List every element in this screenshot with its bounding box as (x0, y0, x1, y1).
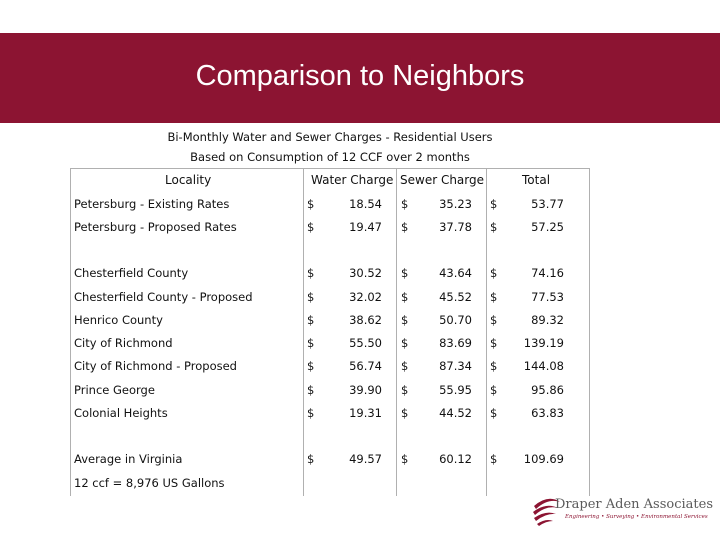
sewer-charge-cell: 45.52 (439, 290, 472, 304)
table-grid (70, 168, 590, 496)
sewer-charge-cell: 55.95 (439, 383, 472, 397)
currency-symbol: $ (401, 197, 409, 211)
total-cell: 77.53 (531, 290, 564, 304)
currency-symbol: $ (401, 359, 409, 373)
locality-cell: Petersburg - Proposed Rates (74, 220, 237, 234)
currency-symbol: $ (490, 452, 498, 466)
locality-cell: Henrico County (74, 313, 163, 327)
total-cell: 109.69 (523, 452, 564, 466)
page-title: Comparison to Neighbors (195, 60, 525, 92)
currency-symbol: $ (307, 266, 315, 280)
locality-cell: Colonial Heights (74, 406, 168, 420)
sewer-charge-cell: 37.78 (439, 220, 472, 234)
header-water-charge: Water Charge (311, 173, 394, 187)
currency-symbol: $ (401, 220, 409, 234)
table-row: Average in Virginia $49.57 $60.12 $109.69 (0, 452, 720, 472)
currency-symbol: $ (401, 336, 409, 350)
water-charge-cell: 49.57 (349, 452, 382, 466)
currency-symbol: $ (490, 220, 498, 234)
currency-symbol: $ (401, 290, 409, 304)
column-divider (589, 168, 590, 496)
currency-symbol: $ (307, 452, 315, 466)
table-caption-line1: Bi-Monthly Water and Sewer Charges - Res… (167, 130, 493, 144)
water-charge-cell: 19.31 (349, 406, 382, 420)
currency-symbol: $ (490, 197, 498, 211)
currency-symbol: $ (307, 336, 315, 350)
currency-symbol: $ (490, 266, 498, 280)
sewer-charge-cell: 83.69 (439, 336, 472, 350)
currency-symbol: $ (490, 336, 498, 350)
currency-symbol: $ (307, 197, 315, 211)
sewer-charge-cell: 43.64 (439, 266, 472, 280)
title-banner (0, 33, 720, 123)
water-charge-cell: 19.47 (349, 220, 382, 234)
table-row: Petersburg - Existing Rates $18.54 $35.23 $… (0, 197, 720, 217)
currency-symbol: $ (307, 290, 315, 304)
table-row: Chesterfield County - Proposed $32.02 $45.… (0, 290, 720, 310)
table-row: Chesterfield County $30.52 $43.64 $74.16 (0, 266, 720, 286)
table-row: Colonial Heights $19.31 $44.52 $63.83 (0, 406, 720, 426)
currency-symbol: $ (490, 383, 498, 397)
sewer-charge-cell: 35.23 (439, 197, 472, 211)
logo-tagline: Engineering • Surveying • Environmental … (565, 514, 708, 520)
currency-symbol: $ (307, 359, 315, 373)
total-cell: 57.25 (531, 220, 564, 234)
total-cell: 74.16 (531, 266, 564, 280)
table-row: City of Richmond - Proposed $56.74 $87.34 $… (0, 359, 720, 379)
currency-symbol: $ (401, 452, 409, 466)
footnote: 12 ccf = 8,976 US Gallons (74, 476, 225, 490)
water-charge-cell: 30.52 (349, 266, 382, 280)
column-divider (486, 168, 487, 496)
header-locality: Locality (165, 173, 212, 187)
table-row: Petersburg - Proposed Rates $19.47 $37.78 $… (0, 220, 720, 240)
currency-symbol: $ (307, 220, 315, 234)
table-row: Henrico County $38.62 $50.70 $89.32 (0, 313, 720, 333)
table-row: Prince George $39.90 $55.95 $95.86 (0, 383, 720, 403)
table-caption-line2: Based on Consumption of 12 CCF over 2 mo… (190, 150, 470, 164)
top-margin (0, 0, 720, 33)
logo-company-name: Draper Aden Associates (555, 497, 713, 512)
currency-symbol: $ (401, 313, 409, 327)
locality-cell: Chesterfield County - Proposed (74, 290, 253, 304)
sewer-charge-cell: 87.34 (439, 359, 472, 373)
locality-cell: Average in Virginia (74, 452, 183, 466)
water-charge-cell: 39.90 (349, 383, 382, 397)
draper-aden-logo-icon (533, 498, 560, 526)
currency-symbol: $ (490, 406, 498, 420)
total-cell: 95.86 (531, 383, 564, 397)
currency-symbol: $ (401, 383, 409, 397)
locality-cell: City of Richmond - Proposed (74, 359, 237, 373)
currency-symbol: $ (307, 406, 315, 420)
sewer-charge-cell: 50.70 (439, 313, 472, 327)
water-charge-cell: 38.62 (349, 313, 382, 327)
currency-symbol: $ (490, 313, 498, 327)
total-cell: 63.83 (531, 406, 564, 420)
currency-symbol: $ (401, 406, 409, 420)
locality-cell: City of Richmond (74, 336, 173, 350)
header-total: Total (522, 173, 551, 187)
total-cell: 89.32 (531, 313, 564, 327)
water-charge-cell: 55.50 (349, 336, 382, 350)
currency-symbol: $ (401, 266, 409, 280)
currency-symbol: $ (490, 290, 498, 304)
column-divider (396, 168, 397, 496)
water-charge-cell: 32.02 (349, 290, 382, 304)
header-sewer-charge: Sewer Charge (400, 173, 485, 187)
water-charge-cell: 18.54 (349, 197, 382, 211)
water-charge-cell: 56.74 (349, 359, 382, 373)
total-cell: 53.77 (531, 197, 564, 211)
table-row: City of Richmond $55.50 $83.69 $139.19 (0, 336, 720, 356)
locality-cell: Prince George (74, 383, 155, 397)
sewer-charge-cell: 60.12 (439, 452, 472, 466)
currency-symbol: $ (490, 359, 498, 373)
locality-cell: Chesterfield County (74, 266, 189, 280)
currency-symbol: $ (307, 313, 315, 327)
locality-cell: Petersburg - Existing Rates (74, 197, 230, 211)
currency-symbol: $ (307, 383, 315, 397)
total-cell: 139.19 (523, 336, 564, 350)
total-cell: 144.08 (523, 359, 564, 373)
column-divider (303, 168, 304, 496)
sewer-charge-cell: 44.52 (439, 406, 472, 420)
